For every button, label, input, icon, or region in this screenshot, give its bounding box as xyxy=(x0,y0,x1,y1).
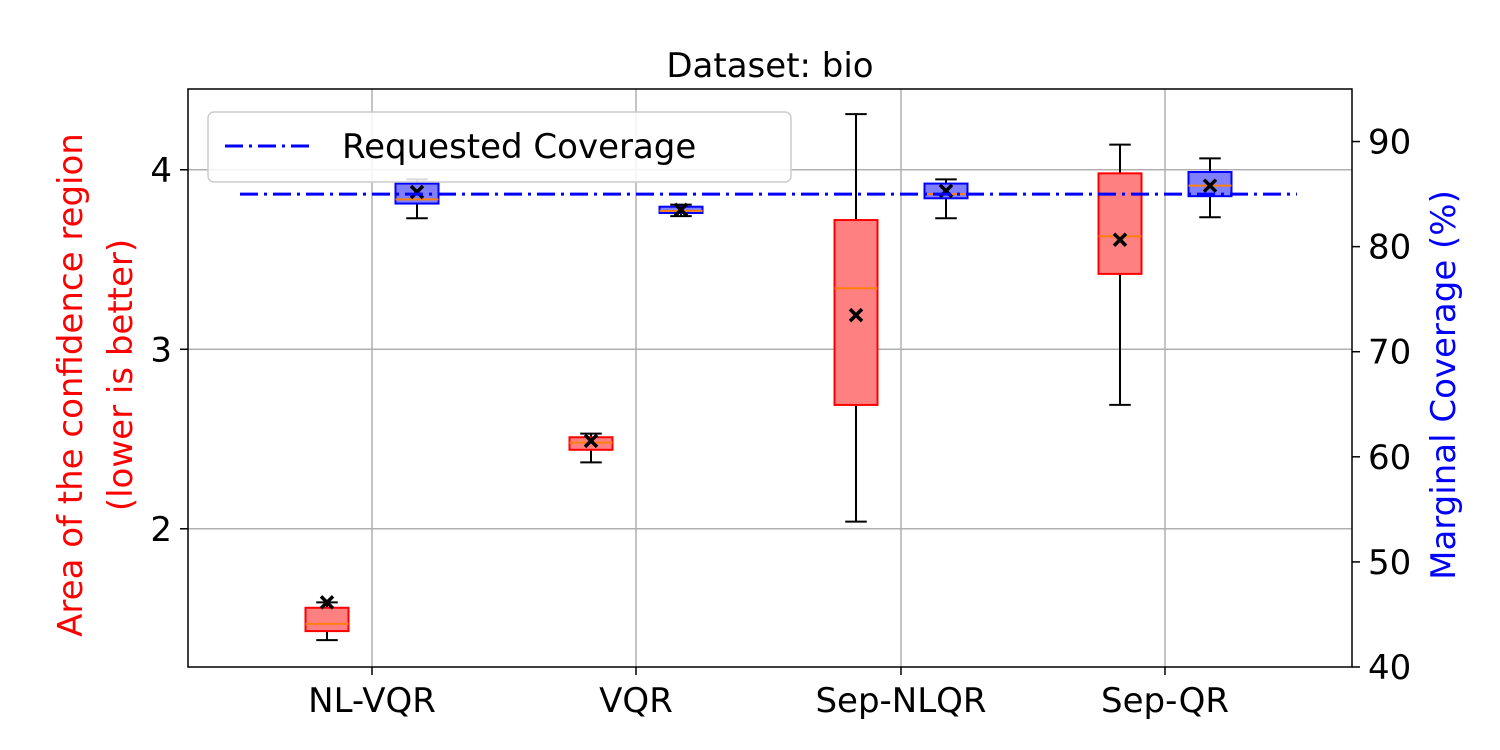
coverage-box-sep-nlqr xyxy=(923,178,969,220)
plot-frame xyxy=(187,88,1353,668)
left-axis-label-note: (lower is better) xyxy=(101,239,141,511)
mean-marker xyxy=(319,595,335,610)
legend-frame xyxy=(207,111,792,183)
area-box-vqr xyxy=(568,432,614,464)
left-y-tick-label: 2 xyxy=(150,510,172,550)
mean-marker xyxy=(583,433,599,449)
box-iqr xyxy=(1097,172,1143,275)
mean-marker xyxy=(1202,178,1218,193)
x-tick-label: VQR xyxy=(599,681,673,721)
box-iqr xyxy=(304,606,350,633)
legend-label: Requested Coverage xyxy=(342,127,696,167)
x-tick-label: Sep-NLQR xyxy=(815,681,986,721)
coverage-box-sep-qr xyxy=(1187,157,1233,219)
right-y-tick-label: 40 xyxy=(1368,648,1411,688)
mean-marker xyxy=(673,202,689,218)
mean-marker xyxy=(848,307,864,323)
right-y-tick-label: 80 xyxy=(1368,228,1411,268)
chart-title: Dataset: bio xyxy=(666,46,873,86)
right-y-tick-label: 70 xyxy=(1368,333,1411,373)
right-axis-label: Marginal Coverage (%) xyxy=(1424,190,1464,580)
box-iqr xyxy=(833,219,879,406)
x-tick-label: Sep-QR xyxy=(1101,681,1229,721)
legend: Requested Coverage xyxy=(207,111,792,183)
x-tick-label: NL-VQR xyxy=(308,681,436,721)
right-y-tick-label: 60 xyxy=(1368,438,1411,478)
left-y-tick-label: 4 xyxy=(150,151,172,191)
area-box-sep-nlqr xyxy=(833,113,879,523)
right-y-tick-label: 50 xyxy=(1368,543,1411,583)
mean-marker xyxy=(409,184,425,200)
box-layer xyxy=(304,113,1233,642)
coverage-box-nl-vqr xyxy=(394,178,440,220)
left-y-tick-label: 3 xyxy=(150,330,172,370)
right-y-tick-label: 90 xyxy=(1368,123,1411,163)
left-axis-label: Area of the confidence region xyxy=(51,133,91,637)
coverage-box-vqr xyxy=(658,202,704,218)
area-box-sep-qr xyxy=(1097,143,1143,406)
mean-marker xyxy=(1112,232,1128,248)
area-box-nl-vqr xyxy=(304,595,350,642)
tick-layer: NL-VQR VQR Sep-NLQR Sep-QR 2 3 4 40 50 60 70 80 90 xyxy=(150,123,1411,721)
